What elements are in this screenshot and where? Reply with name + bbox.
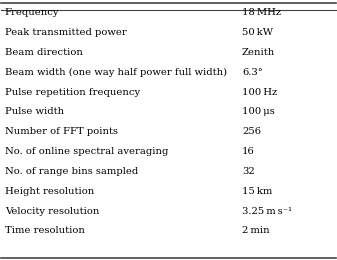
Text: No. of online spectral averaging: No. of online spectral averaging <box>5 147 168 156</box>
Text: 100 μs: 100 μs <box>242 107 275 116</box>
Text: 32: 32 <box>242 167 255 176</box>
Text: 2 min: 2 min <box>242 226 270 235</box>
Text: Zenith: Zenith <box>242 48 275 57</box>
Text: Beam width (one way half power full width): Beam width (one way half power full widt… <box>5 68 227 77</box>
Text: Beam direction: Beam direction <box>5 48 83 57</box>
Text: 100 Hz: 100 Hz <box>242 88 277 97</box>
Text: Time resolution: Time resolution <box>5 226 85 235</box>
Text: 16: 16 <box>242 147 255 156</box>
Text: 50 kW: 50 kW <box>242 28 273 37</box>
Text: Peak transmitted power: Peak transmitted power <box>5 28 126 37</box>
Text: Height resolution: Height resolution <box>5 187 94 196</box>
Text: 3.25 m s⁻¹: 3.25 m s⁻¹ <box>242 206 292 216</box>
Text: Frequency: Frequency <box>5 9 59 17</box>
Text: Pulse repetition frequency: Pulse repetition frequency <box>5 88 140 97</box>
Text: 6.3°: 6.3° <box>242 68 263 77</box>
Text: 18 MHz: 18 MHz <box>242 9 281 17</box>
Text: Velocity resolution: Velocity resolution <box>5 206 99 216</box>
Text: Number of FFT points: Number of FFT points <box>5 127 118 136</box>
Text: No. of range bins sampled: No. of range bins sampled <box>5 167 138 176</box>
Text: Pulse width: Pulse width <box>5 107 64 116</box>
Text: 256: 256 <box>242 127 261 136</box>
Text: 15 km: 15 km <box>242 187 272 196</box>
